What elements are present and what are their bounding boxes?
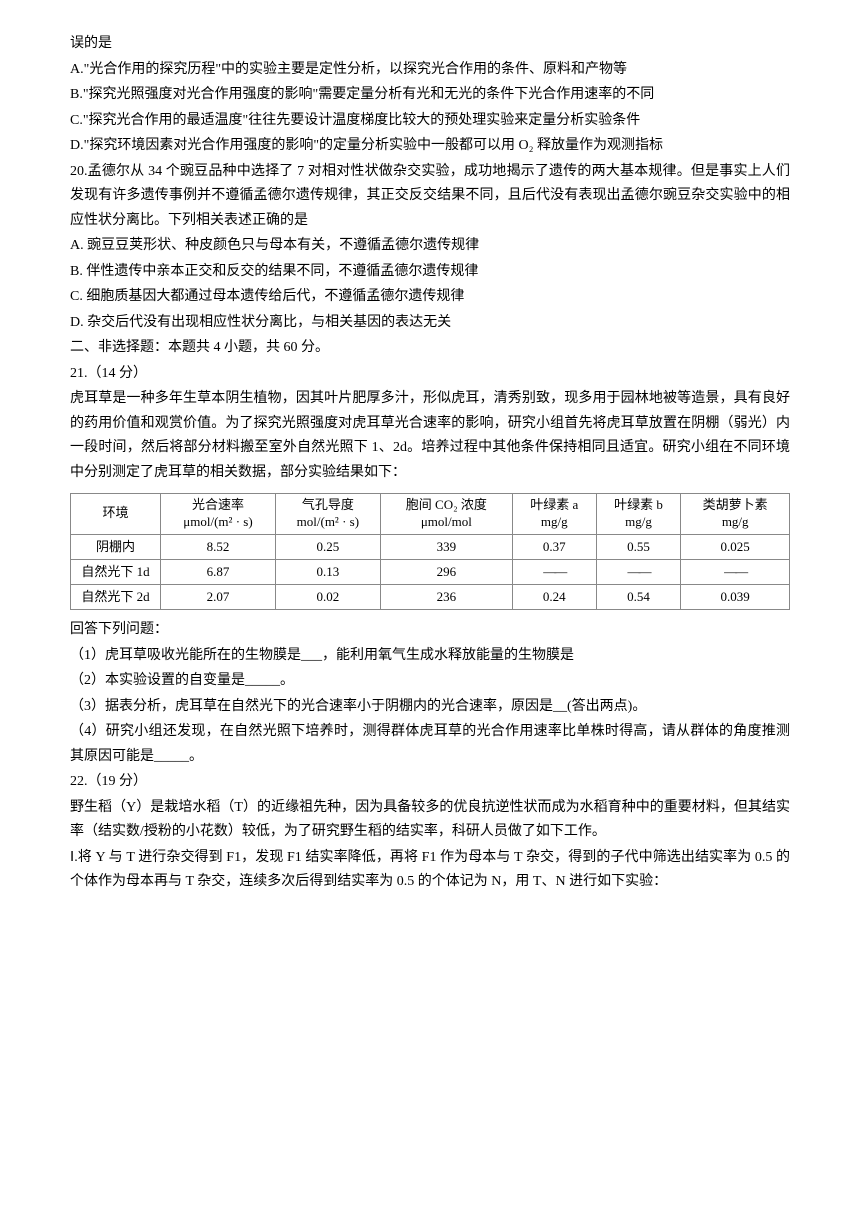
header-line-2: mg/g: [517, 514, 592, 531]
cell-value: 0.13: [275, 559, 380, 584]
header-line-2: mg/g: [685, 514, 785, 531]
experiment-data-table: 环境 光合速率 μmol/(m² · s) 气孔导度 mol/(m² · s) …: [70, 493, 790, 610]
row-label: 阴棚内: [71, 534, 161, 559]
cell-value: ——: [512, 559, 596, 584]
question-22-intro: 野生稻（Y）是栽培水稻（T）的近缘祖先种，因为具备较多的优良抗逆性状而成为水稻育…: [70, 796, 790, 845]
header-line-1: 叶绿素 b: [601, 497, 677, 514]
cell-value: 236: [380, 585, 512, 610]
cell-value: 8.52: [161, 534, 276, 559]
question-22-part1: Ⅰ.将 Y 与 T 进行杂交得到 F1，发现 F1 结实率降低，再将 F1 作为…: [70, 846, 790, 895]
option-b: B."探究光照强度对光合作用强度的影响"需要定量分析有光和无光的条件下光合作用速…: [70, 83, 790, 108]
cell-value: ——: [681, 559, 790, 584]
header-chlorophyll-b: 叶绿素 b mg/g: [596, 494, 681, 535]
cell-value: 0.039: [681, 585, 790, 610]
cell-value: 0.025: [681, 534, 790, 559]
header-photo-rate: 光合速率 μmol/(m² · s): [161, 494, 276, 535]
intro-continuation: 误的是: [70, 32, 790, 57]
cell-value: 2.07: [161, 585, 276, 610]
header-line-1: 胞间 CO₂ 浓度: [385, 497, 508, 514]
row-label: 自然光下 1d: [71, 559, 161, 584]
row-label: 自然光下 2d: [71, 585, 161, 610]
header-carotenoid: 类胡萝卜素 mg/g: [681, 494, 790, 535]
question-20-intro: 20.孟德尔从 34 个豌豆品种中选择了 7 对相对性状做杂交实验，成功地揭示了…: [70, 160, 790, 234]
cell-value: 0.24: [512, 585, 596, 610]
cell-value: 0.37: [512, 534, 596, 559]
header-environment: 环境: [71, 494, 161, 535]
q21-sub-2: （2）本实验设置的自变量是_____。: [70, 669, 790, 694]
cell-value: ——: [596, 559, 681, 584]
q21-answer-intro: 回答下列问题：: [70, 618, 790, 643]
cell-value: 0.25: [275, 534, 380, 559]
q20-option-d: D. 杂交后代没有出现相应性状分离比，与相关基因的表达无关: [70, 311, 790, 336]
section-2-heading: 二、非选择题：本题共 4 小题，共 60 分。: [70, 336, 790, 361]
question-21-title: 21.（14 分）: [70, 362, 790, 387]
q21-sub-3: （3）据表分析，虎耳草在自然光下的光合速率小于阴棚内的光合速率，原因是__(答出…: [70, 695, 790, 720]
header-line-1: 叶绿素 a: [517, 497, 592, 514]
table-row: 自然光下 1d 6.87 0.13 296 —— —— ——: [71, 559, 790, 584]
header-line-2: μmol/mol: [385, 514, 508, 531]
header-stomatal: 气孔导度 mol/(m² · s): [275, 494, 380, 535]
header-line-2: mg/g: [601, 514, 677, 531]
option-d: D."探究环境因素对光合作用强度的影响"的定量分析实验中一般都可以用 O₂ 释放…: [70, 134, 790, 159]
q20-option-a: A. 豌豆豆荚形状、种皮颜色只与母本有关，不遵循孟德尔遗传规律: [70, 234, 790, 259]
question-22-title: 22.（19 分）: [70, 770, 790, 795]
header-line-2: μmol/(m² · s): [165, 514, 271, 531]
cell-value: 296: [380, 559, 512, 584]
q21-sub-1: （1）虎耳草吸收光能所在的生物膜是___，能利用氧气生成水释放能量的生物膜是: [70, 644, 790, 669]
q20-option-c: C. 细胞质基因大都通过母本遗传给后代，不遵循孟德尔遗传规律: [70, 285, 790, 310]
cell-value: 0.02: [275, 585, 380, 610]
cell-value: 339: [380, 534, 512, 559]
question-21-intro: 虎耳草是一种多年生草本阴生植物，因其叶片肥厚多汁，形似虎耳，清秀别致，现多用于园…: [70, 387, 790, 485]
table-row: 自然光下 2d 2.07 0.02 236 0.24 0.54 0.039: [71, 585, 790, 610]
header-co2: 胞间 CO₂ 浓度 μmol/mol: [380, 494, 512, 535]
header-line-2: mol/(m² · s): [280, 514, 376, 531]
q21-sub-4: （4）研究小组还发现，在自然光照下培养时，测得群体虎耳草的光合作用速率比单株时得…: [70, 720, 790, 769]
header-line-1: 光合速率: [165, 497, 271, 514]
q20-option-b: B. 伴性遗传中亲本正交和反交的结果不同，不遵循孟德尔遗传规律: [70, 260, 790, 285]
table-header-row: 环境 光合速率 μmol/(m² · s) 气孔导度 mol/(m² · s) …: [71, 494, 790, 535]
option-c: C."探究光合作用的最适温度"往往先要设计温度梯度比较大的预处理实验来定量分析实…: [70, 109, 790, 134]
header-chlorophyll-a: 叶绿素 a mg/g: [512, 494, 596, 535]
option-a: A."光合作用的探究历程"中的实验主要是定性分析，以探究光合作用的条件、原料和产…: [70, 58, 790, 83]
header-line-1: 类胡萝卜素: [685, 497, 785, 514]
header-line-1: 气孔导度: [280, 497, 376, 514]
cell-value: 6.87: [161, 559, 276, 584]
table-row: 阴棚内 8.52 0.25 339 0.37 0.55 0.025: [71, 534, 790, 559]
cell-value: 0.54: [596, 585, 681, 610]
cell-value: 0.55: [596, 534, 681, 559]
